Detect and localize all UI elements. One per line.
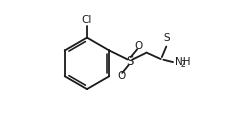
Text: Cl: Cl xyxy=(82,15,92,25)
Text: NH: NH xyxy=(175,57,190,67)
Text: O: O xyxy=(134,41,143,51)
Text: S: S xyxy=(163,33,170,43)
Text: O: O xyxy=(117,71,125,81)
Text: S: S xyxy=(126,55,133,68)
Text: 2: 2 xyxy=(180,60,185,69)
